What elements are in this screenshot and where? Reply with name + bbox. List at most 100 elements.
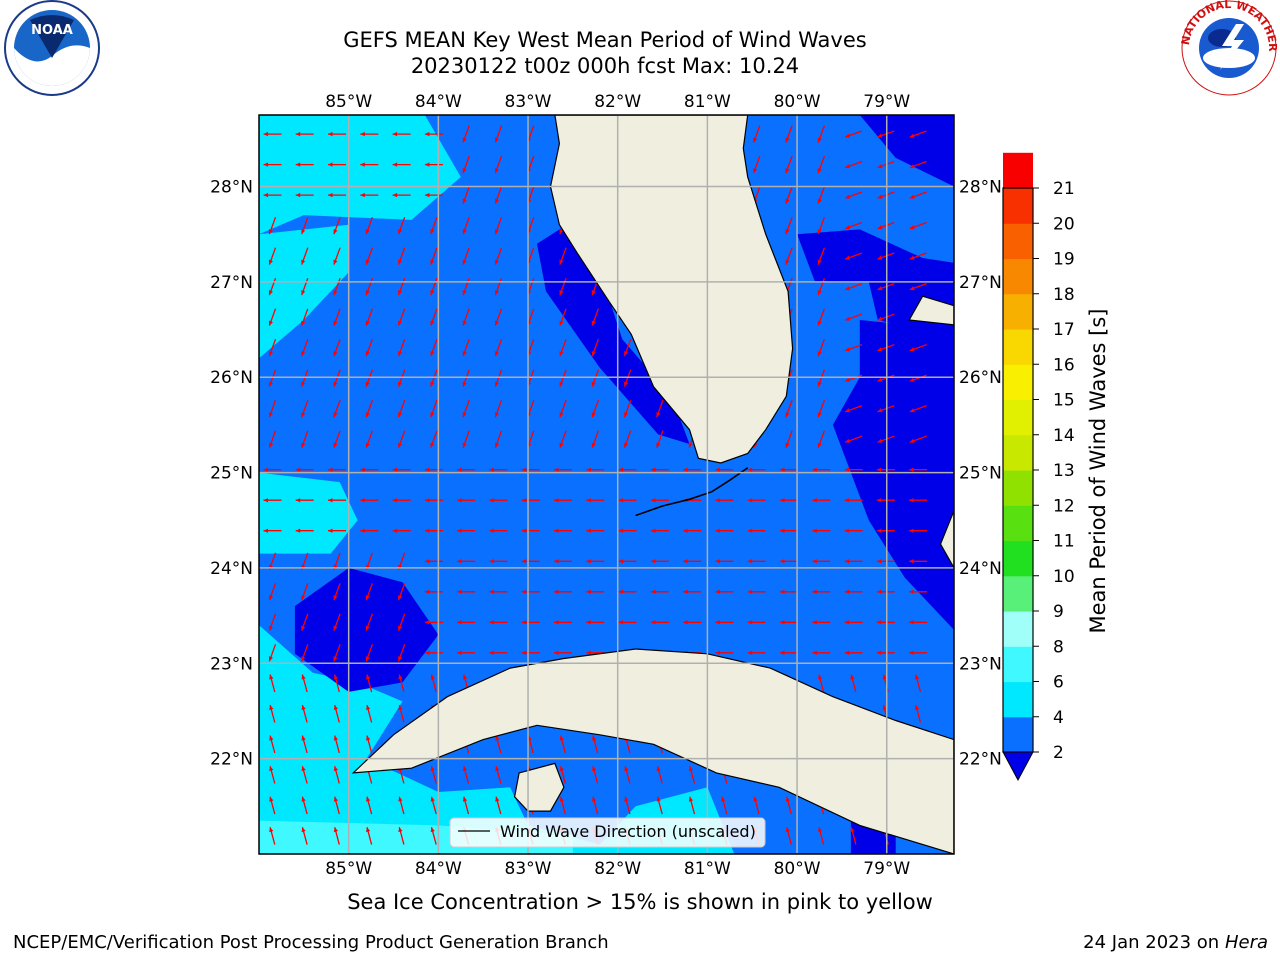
wave-arrow [623, 369, 632, 387]
colorbar-bin [1003, 364, 1033, 401]
wave-arrow [430, 674, 437, 693]
colorbar-bin [1003, 575, 1033, 612]
wave-arrow [301, 704, 308, 723]
wave-arrow [817, 247, 826, 265]
colorbar-bin [1003, 646, 1033, 683]
wave-arrow [715, 559, 734, 564]
wave-arrow [715, 620, 734, 625]
wave-arrow [876, 559, 895, 564]
wave-arrow [753, 796, 760, 815]
wave-arrow [618, 620, 637, 625]
wave-arrow [398, 704, 405, 723]
wave-arrow [586, 559, 605, 564]
wave-arrow [333, 674, 340, 693]
wave-arrow [817, 186, 826, 204]
lat-tick-label: 27°N [959, 273, 1002, 293]
florida-land [549, 115, 794, 464]
wave-arrow [333, 766, 340, 784]
wave-arrow [489, 589, 508, 594]
wave-arrow [424, 131, 443, 137]
wave-arrow [397, 399, 406, 418]
lat-tick-label: 23°N [210, 654, 253, 674]
wave-arrow [295, 131, 314, 137]
wave-arrow [780, 528, 798, 533]
wave-arrow [365, 644, 374, 662]
wave-arrow [295, 467, 314, 472]
wave-arrow [397, 277, 406, 296]
wave-arrow [462, 308, 470, 326]
wave-arrow [844, 589, 863, 594]
wave-arrow [489, 467, 508, 472]
wave-arrow [844, 191, 863, 199]
lat-tick-label: 28°N [959, 178, 1002, 198]
wave-arrow [521, 467, 540, 472]
wave-arrow [559, 399, 567, 418]
wave-arrow [656, 796, 663, 815]
wave-arrow [365, 308, 374, 326]
wave-arrow [650, 559, 669, 564]
lon-tick-label: 84°W [415, 859, 462, 879]
wave-arrow [876, 498, 895, 503]
period-region [259, 472, 358, 554]
lat-tick-label: 23°N [959, 654, 1002, 674]
noaa-logo-text: NOAA [31, 23, 73, 38]
wave-arrow [785, 796, 792, 815]
wave-arrow [817, 155, 826, 174]
wave-arrow [424, 620, 443, 625]
wave-arrow [812, 498, 831, 503]
colorbar-bin [1003, 223, 1033, 260]
wave-arrow [268, 583, 277, 601]
wave-arrow [301, 644, 309, 662]
wave-arrow [877, 435, 895, 443]
bahamas-land [939, 510, 954, 570]
wave-arrow [747, 498, 766, 503]
wave-arrow [844, 374, 863, 382]
wave-arrow [333, 796, 340, 815]
wave-arrow [909, 221, 927, 230]
wave-arrow [877, 282, 895, 291]
colorbar-bin [1003, 716, 1033, 753]
wave-arrow [650, 467, 669, 472]
wave-arrow [365, 338, 374, 357]
wave-arrow [623, 338, 632, 357]
wave-arrow [877, 191, 895, 199]
wave-arrow [268, 369, 277, 387]
wave-arrow [747, 589, 766, 594]
wave-arrow [365, 216, 374, 235]
wave-arrow [683, 467, 702, 472]
wave-arrow [301, 369, 309, 387]
wave-arrow [295, 162, 314, 167]
wave-arrow [844, 498, 863, 503]
wave-arrow [366, 674, 373, 693]
wave-arrow [365, 399, 374, 418]
wave-arrow [398, 796, 405, 815]
wave-arrow [263, 192, 282, 198]
wave-arrow [494, 216, 503, 235]
wave-arrow [586, 650, 605, 655]
wave-arrow [592, 766, 599, 784]
wave-arrow [877, 221, 895, 230]
wave-arrow [301, 796, 308, 815]
wave-arrow [909, 620, 928, 625]
florida-keys [635, 467, 749, 517]
wave-arrow [360, 528, 379, 533]
wave-arrow [392, 528, 411, 533]
wave-arrow [812, 559, 831, 564]
wave-arrow [747, 559, 766, 564]
wave-arrow [650, 528, 669, 533]
wave-arrow [462, 247, 470, 265]
wave-arrow [424, 650, 443, 655]
colorbar-bin [1003, 470, 1033, 506]
colorbar-bin [1003, 152, 1033, 189]
colorbar-tick-label: 8 [1053, 637, 1064, 657]
lon-tick-label: 79°W [863, 92, 910, 112]
wave-arrow [457, 559, 476, 564]
wave-arrow [430, 827, 437, 845]
wave-arrow [650, 589, 669, 594]
wave-arrow [360, 467, 379, 472]
wave-arrow [618, 589, 637, 594]
wave-arrow [328, 467, 346, 472]
wave-arrow [877, 374, 895, 382]
wave-arrow [818, 674, 825, 693]
colorbar-bin [1003, 329, 1033, 365]
